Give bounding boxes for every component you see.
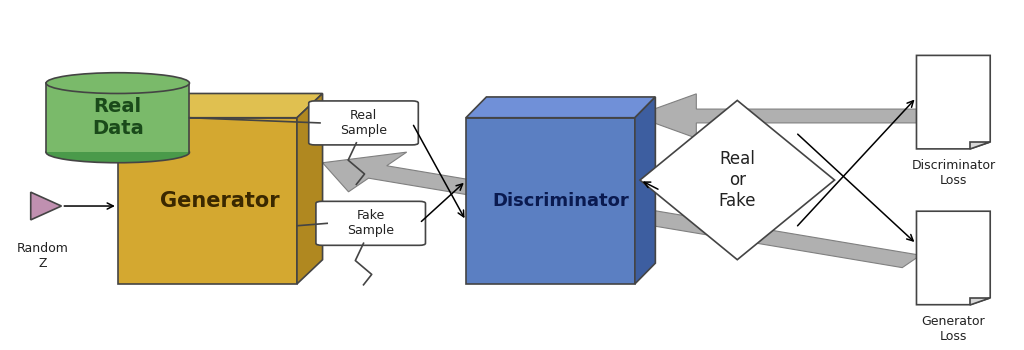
Text: Generator: Generator <box>160 191 280 211</box>
Text: Discriminator: Discriminator <box>493 192 629 210</box>
Polygon shape <box>640 100 835 260</box>
FancyBboxPatch shape <box>315 201 426 245</box>
Text: Real
Sample: Real Sample <box>340 109 387 137</box>
Text: Real
Data: Real Data <box>92 97 143 138</box>
Text: Real
or
Fake: Real or Fake <box>719 150 756 210</box>
Polygon shape <box>46 83 189 152</box>
Text: Random
Z: Random Z <box>17 243 69 271</box>
Polygon shape <box>118 118 297 284</box>
Polygon shape <box>466 118 635 284</box>
FancyBboxPatch shape <box>309 101 418 145</box>
Polygon shape <box>31 192 61 220</box>
Polygon shape <box>916 211 990 305</box>
Polygon shape <box>916 55 990 149</box>
Polygon shape <box>635 97 655 284</box>
Ellipse shape <box>46 142 189 163</box>
Ellipse shape <box>46 73 189 93</box>
Polygon shape <box>970 298 990 305</box>
Polygon shape <box>297 93 323 284</box>
Text: Generator
Loss: Generator Loss <box>922 315 985 343</box>
Polygon shape <box>466 97 655 118</box>
Polygon shape <box>970 142 990 149</box>
Polygon shape <box>635 94 916 138</box>
Polygon shape <box>323 152 921 268</box>
Text: Fake
Sample: Fake Sample <box>347 209 394 237</box>
Text: Discriminator
Loss: Discriminator Loss <box>911 159 995 187</box>
Polygon shape <box>118 93 323 118</box>
